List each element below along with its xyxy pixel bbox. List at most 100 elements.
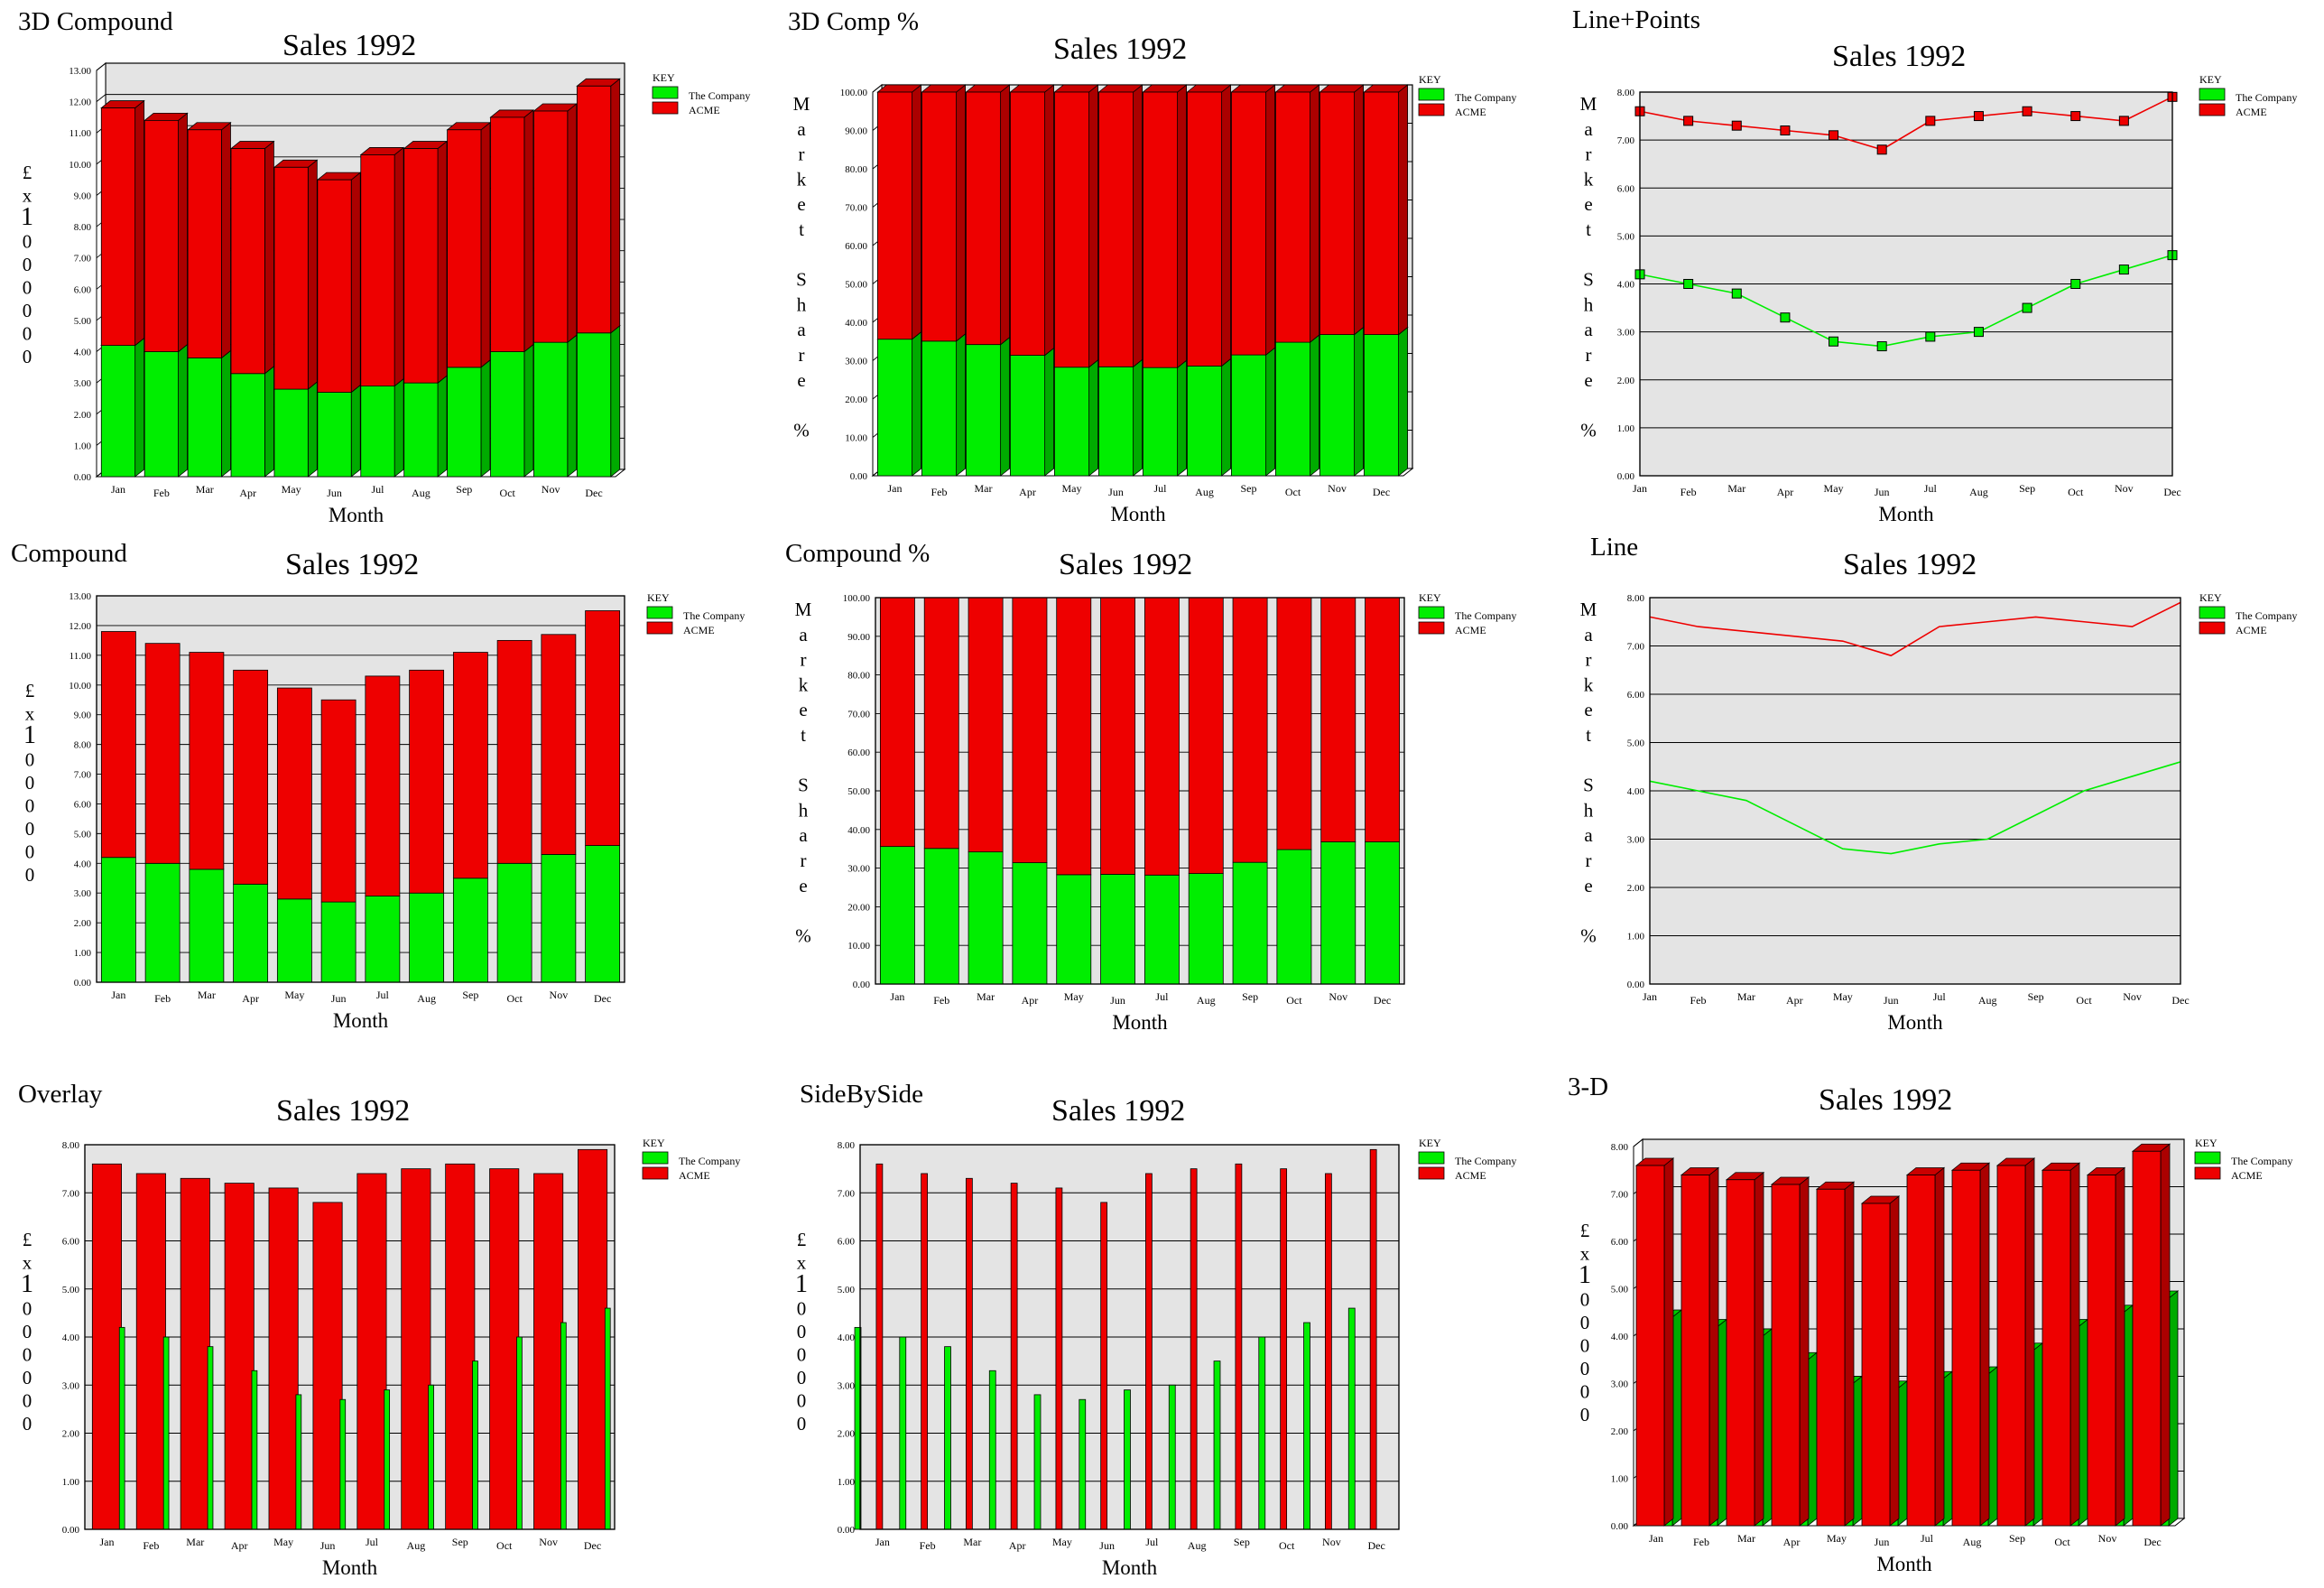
bar-the-company [1363,334,1400,477]
x-tick-label: Aug [1188,1539,1207,1552]
bar-the-company [233,883,269,983]
y-axis-label-char: r [1586,850,1592,871]
y-axis-label-char: 0 [1580,1335,1590,1357]
y-tick-label: 3.00 [74,378,92,389]
legend-label-the-company: The Company [2236,609,2297,622]
panel-label: SideBySide [800,1080,923,1109]
bar-acme-side [1265,84,1276,356]
y-tick-label: 3.00 [74,888,92,899]
bar-acme [1188,597,1224,874]
x-tick-label: Sep [2028,990,2044,1003]
bar-acme-side [1133,84,1143,368]
y-axis-label-char: 0 [25,818,35,840]
x-tick-label: May [273,1536,293,1548]
x-tick-label: Apr [242,992,259,1005]
bar-acme-side [523,109,534,353]
y-tick-label: 0.00 [74,978,92,989]
x-tick-label: Mar [977,990,995,1003]
bar-acme-side [1177,84,1188,368]
bar-the-company [944,1346,951,1530]
bar-the-company [1365,841,1401,985]
x-tick-label: Dec [584,1539,601,1552]
bar-acme-side [350,172,361,394]
bar-the-company-side [2168,1290,2179,1527]
bar-the-company-side [1807,1351,1818,1527]
y-tick-label: 11.00 [69,651,92,662]
bar-the-company-side [437,375,448,478]
y-tick-label: 90.00 [845,126,867,137]
bar-acme [1861,1203,1891,1527]
bar-acme [1816,1188,1846,1527]
bar-the-company [1143,874,1180,985]
y-tick-label: 80.00 [847,671,870,682]
bar-acme [452,652,488,879]
y-tick-label: 3.00 [838,1380,856,1391]
y-axis-label-char: a [797,319,806,340]
x-tick-label: Apr [231,1539,248,1552]
y-tick-label: 70.00 [847,709,870,720]
x-tick-label: Jan [890,990,904,1003]
grid-line [96,62,625,71]
y-tick-label: 1.00 [74,441,92,451]
grid-line [96,94,625,102]
plot-frame [1639,91,2173,477]
y-axis-label-char: a [1584,319,1593,340]
bar-acme-side [1799,1176,1810,1527]
bar-acme [445,1163,476,1530]
x-tick-label: Feb [1690,994,1706,1007]
y-axis-label-char: M [1580,599,1597,620]
y-tick-label: 60.00 [845,241,867,252]
y-axis-label-char: x [25,703,35,725]
x-tick-label: Dec [1367,1539,1384,1552]
y-axis-label-char: 0 [25,841,35,863]
x-tick-label: Nov [1329,990,1347,1003]
bar-acme [1635,1165,1665,1527]
y-axis-label-char: 1 [21,203,33,231]
y-axis-label-char: 0 [23,346,32,367]
panel-label: 3D Comp % [788,7,919,36]
legend-label-acme: ACME [683,624,715,636]
chart-title: Sales 1992 [282,29,417,62]
y-axis-label-char: h [799,799,809,821]
chart-svg: 0.00 1.00 2.00 3.00 4.00 5.00 6.00 7.00 8.00 9.00… [21,61,750,526]
y-tick-label: 1.00 [1611,1474,1629,1485]
x-tick-label: Jan [1643,990,1657,1003]
y-tick-label: 30.00 [847,864,870,875]
bar-the-company [1276,849,1312,985]
x-tick-label: May [284,989,304,1001]
bar-the-company [452,878,488,983]
bar-acme [230,148,265,375]
y-tick-label: 5.00 [1617,231,1635,242]
bar-acme [100,107,136,347]
y-axis-label-char: S [798,775,809,796]
x-tick-label: Apr [1786,994,1803,1007]
y-tick-label: 4.00 [1611,1332,1629,1342]
x-tick-label: Sep [456,483,472,496]
bar-acme [360,154,395,387]
chart-svg: 0.00 10.00 20.00 30.00 40.00 50.00 60.00 70.00 8… [793,73,1517,525]
x-tick-label: Nov [2123,990,2142,1003]
legend-key-title: KEY [1419,1137,1441,1149]
bar-the-company-side [1852,1375,1863,1527]
bar-the-company [189,868,225,983]
y-tick-label: 7.00 [1611,1190,1629,1201]
bar-acme-side [1398,84,1409,336]
x-tick-label: Mar [186,1536,204,1548]
chart-panel-line: Line Sales 1992 0.00 1.00 2.00 3.00 4.00 5.00… [1552,533,2324,1065]
bar-the-company-side [178,343,188,478]
bar-acme [1280,1168,1288,1530]
y-tick-label: 10.00 [845,433,867,444]
chart-svg: 0.00 1.00 2.00 3.00 4.00 5.00 6.00 7.00 8.00 Jan F… [795,1137,1516,1579]
bar-the-company [1053,367,1090,477]
bar-acme [1055,1187,1063,1530]
y-axis-label-char: £ [23,1229,32,1250]
bar-the-company [447,367,482,478]
panel-label: Compound % [785,539,931,568]
y-axis-label-char: h [1584,799,1594,821]
legend-label-acme: ACME [1455,1169,1486,1182]
data-point-the-company [1876,341,1887,352]
y-axis-label-char: a [1584,824,1593,846]
bar-acme-side [610,78,621,334]
y-axis-label-char: r [799,344,805,366]
bar-the-company [604,1307,611,1530]
